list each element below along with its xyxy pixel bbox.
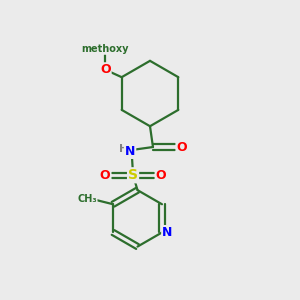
- Text: N: N: [162, 226, 172, 239]
- Text: O: O: [100, 169, 110, 182]
- Text: S: S: [128, 168, 138, 182]
- Text: methoxy: methoxy: [82, 44, 129, 54]
- Text: CH₃: CH₃: [77, 194, 97, 204]
- Text: O: O: [156, 169, 166, 182]
- Text: H: H: [118, 143, 128, 154]
- Text: N: N: [125, 145, 135, 158]
- Text: O: O: [176, 140, 187, 154]
- Text: O: O: [100, 63, 111, 76]
